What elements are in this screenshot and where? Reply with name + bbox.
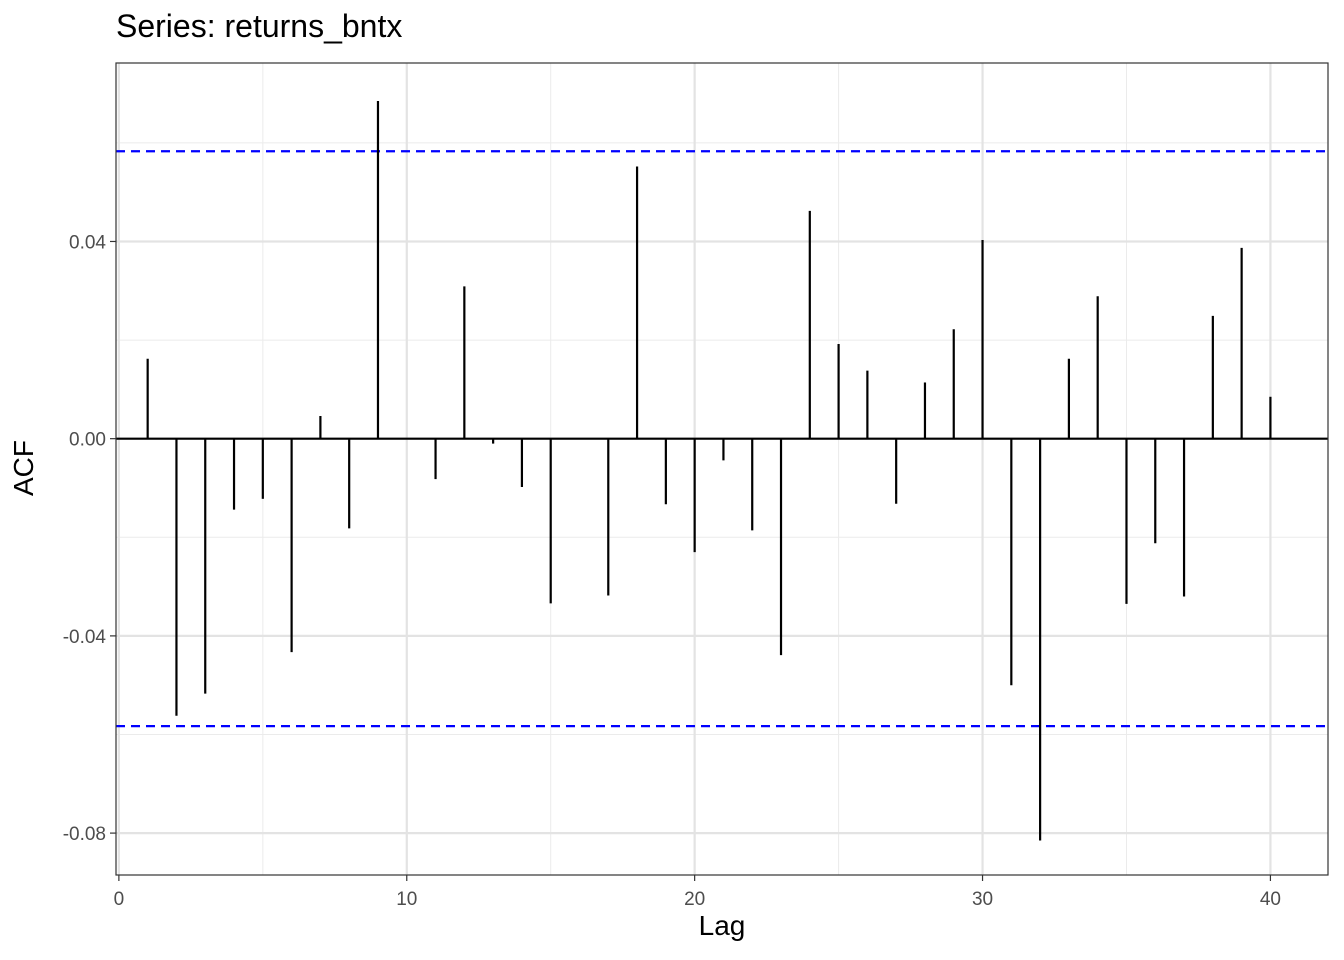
x-tick-label: 40 xyxy=(1260,889,1281,910)
y-tick-label: -0.08 xyxy=(63,824,106,845)
y-tick-label: 0.00 xyxy=(69,430,106,451)
x-tick-label: 0 xyxy=(114,889,125,910)
y-tick-label: 0.04 xyxy=(69,232,106,253)
panel-border xyxy=(115,62,1329,876)
y-axis-label: ACF xyxy=(8,440,39,496)
acf-bars xyxy=(116,100,1328,841)
chart-title: Series: returns_bntx xyxy=(116,8,403,44)
x-axis-label: Lag xyxy=(698,910,746,941)
confidence-bounds xyxy=(116,150,1328,728)
grid-layer xyxy=(116,63,1328,875)
x-tick-label: 20 xyxy=(684,889,705,910)
x-tick-label: 30 xyxy=(972,889,993,910)
y-tick-label: -0.04 xyxy=(63,627,107,648)
axis-ticks: 0 10 20 30 40 -0.08 -0.04 0.00 0.04 xyxy=(63,232,1281,910)
x-tick-label: 10 xyxy=(396,889,417,910)
